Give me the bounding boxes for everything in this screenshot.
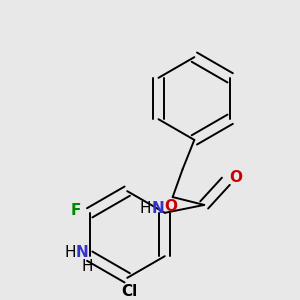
Text: H: H (64, 245, 76, 260)
Text: F: F (71, 203, 81, 218)
Text: H: H (82, 259, 94, 274)
Text: Cl: Cl (121, 284, 137, 299)
Text: O: O (164, 200, 177, 214)
Text: O: O (229, 170, 242, 185)
Text: H: H (139, 201, 151, 216)
Text: N: N (75, 245, 88, 260)
Text: N: N (152, 201, 164, 216)
